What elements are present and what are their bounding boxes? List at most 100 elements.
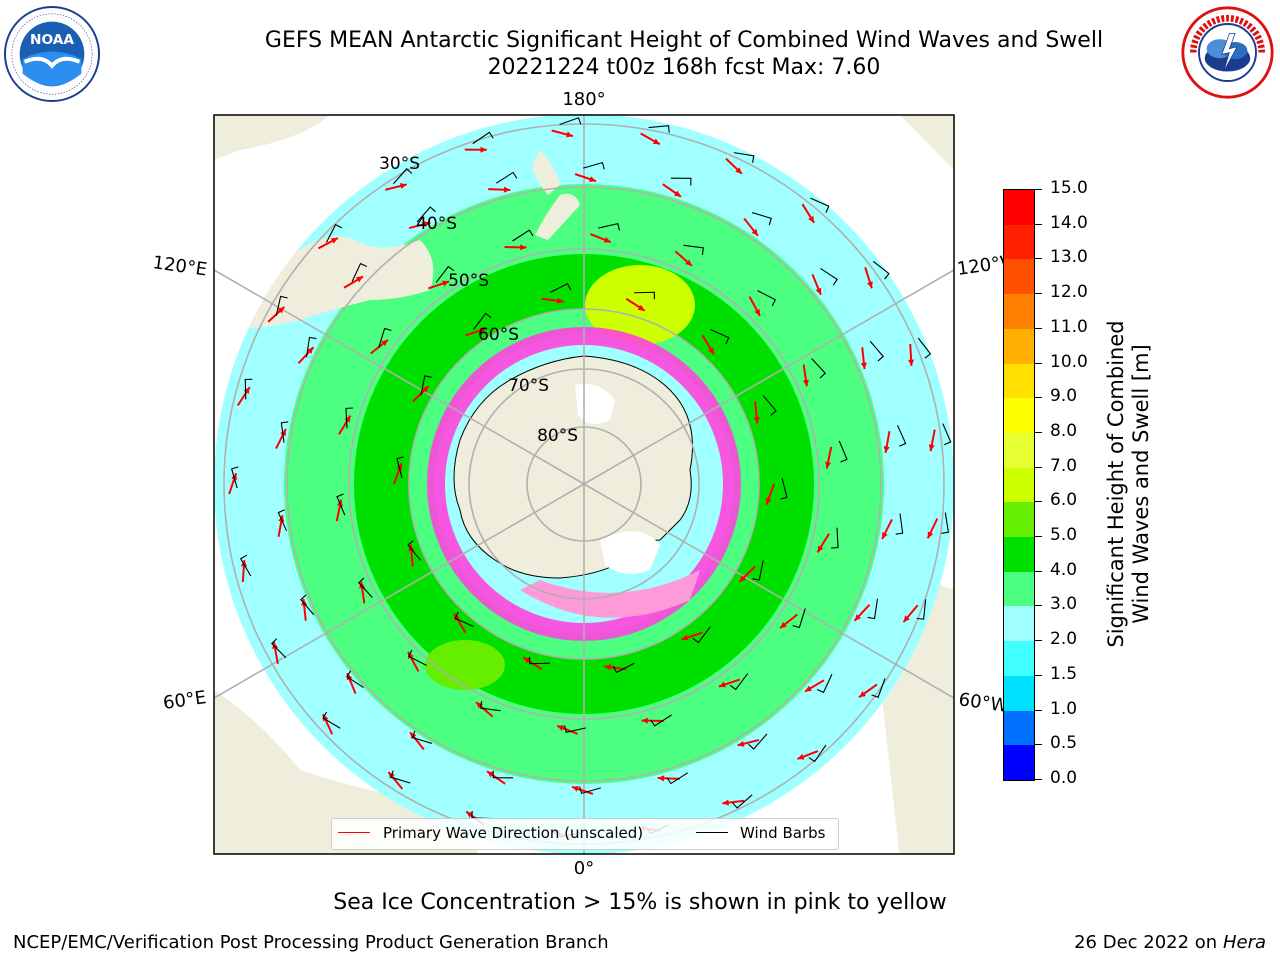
colorbar-tick <box>1034 223 1042 225</box>
noaa-logo: NOAA <box>3 5 101 103</box>
wind-barb <box>751 212 772 226</box>
wave-direction-arrowhead <box>330 237 338 244</box>
wind-barb <box>941 512 949 534</box>
colorbar-tick <box>1034 709 1042 711</box>
wave-direction-arrowhead <box>802 379 809 387</box>
wave-direction-arrowhead <box>637 304 645 311</box>
wind-barb <box>666 772 689 785</box>
wave-direction-arrowhead <box>604 664 612 671</box>
wind-barb <box>322 711 341 729</box>
wave-direction-arrowhead <box>277 306 285 314</box>
wave-direction-arrowhead <box>520 244 527 251</box>
map-legend: Primary Wave Direction (unscaled) Wind B… <box>331 818 839 850</box>
wind-barb <box>378 327 392 348</box>
colorbar-tick-label: 8.0 <box>1050 420 1078 441</box>
sea-ice-weddell <box>520 570 700 618</box>
lon-line-60w <box>583 483 954 699</box>
wave-direction-arrowhead <box>381 339 388 347</box>
legend-wave-direction-swatch <box>338 832 370 833</box>
wave-direction-arrowhead <box>753 416 760 424</box>
wave-direction-arrowhead <box>243 387 250 394</box>
colorbar-segment <box>1004 641 1034 676</box>
wave-direction-arrowhead <box>735 167 742 174</box>
wind-barb <box>808 744 827 763</box>
wind-barb <box>579 786 601 795</box>
colorbar-tick <box>1034 674 1042 676</box>
land-new-zealand <box>532 150 580 240</box>
colorbar-tick <box>1034 189 1042 190</box>
wave-direction-arrowhead <box>860 362 867 370</box>
colorbar-tick <box>1034 779 1042 780</box>
colorbar-tick-label: 11.0 <box>1050 316 1088 337</box>
lon-line-120w <box>583 269 954 485</box>
colorbar-segment <box>1004 675 1034 711</box>
wind-barb <box>392 168 413 185</box>
wave-direction-arrowhead <box>722 799 729 806</box>
wind-barb <box>830 527 839 549</box>
wind-barb <box>780 477 788 500</box>
wave-direction-arrowhead <box>765 497 772 505</box>
chart-subtitle: 20221224 t00z 168h fcst Max: 7.60 <box>487 55 881 80</box>
wind-barb <box>549 282 572 294</box>
wave-direction-arrowhead <box>603 237 611 243</box>
lon-line-120e <box>214 269 585 485</box>
wind-barb <box>598 222 620 231</box>
colorbar-segment <box>1004 467 1034 503</box>
wave-direction-arrowhead <box>657 775 665 782</box>
wind-barb <box>420 375 432 396</box>
colorbar-tick-label: 1.5 <box>1050 663 1078 684</box>
colorbar-tick <box>1034 293 1042 295</box>
wave-direction-arrowhead <box>825 461 832 469</box>
wave-direction-arrowhead <box>466 811 474 818</box>
wave-direction-arrowhead <box>480 146 487 153</box>
wind-barb <box>729 673 749 691</box>
wave-direction-arrowhead <box>928 444 935 452</box>
wind-barb <box>412 730 433 744</box>
colorbar-tick <box>1034 362 1042 364</box>
wind-barb <box>345 407 354 429</box>
wind-barb <box>300 594 315 616</box>
wave-direction-arrowhead <box>867 281 873 289</box>
graticule <box>214 115 954 854</box>
wind-barb <box>650 714 672 727</box>
wind-barb <box>512 229 534 242</box>
wind-barb <box>230 466 239 489</box>
wind-barb <box>495 171 518 184</box>
wave-direction-arrowhead <box>487 771 494 778</box>
wind-barb <box>407 540 422 561</box>
colorbar-segment <box>1004 363 1034 399</box>
colorbar-tick-label: 5.0 <box>1050 525 1078 546</box>
wave-direction-arrowhead <box>780 621 787 629</box>
wind-barb <box>820 267 838 286</box>
colorbar-segment <box>1004 606 1034 642</box>
wave-direction-arrowhead <box>652 138 660 145</box>
lon-label-180: 180° <box>562 89 605 110</box>
colorbar-segment <box>1004 502 1034 538</box>
wind-barb <box>692 626 711 644</box>
colorbar-segment <box>1004 710 1034 746</box>
wave-direction-arrowhead <box>641 717 648 724</box>
wind-barb <box>752 560 764 581</box>
colorbar-tick <box>1034 501 1042 503</box>
colorbar-tick-label: 0.0 <box>1050 768 1078 788</box>
colorbar-label-line2: Wind Waves and Swell [m] <box>1129 344 1153 624</box>
lat-label-40s: 40°S <box>416 214 457 234</box>
wave-direction-arrowhead <box>556 297 564 304</box>
wind-barb <box>305 336 317 358</box>
wind-barb <box>762 395 777 416</box>
noaa-logo-text: NOAA <box>30 32 74 48</box>
wave-direction-arrowhead <box>589 176 597 182</box>
wind-barb <box>396 456 404 479</box>
wind-barb <box>816 674 833 694</box>
wave-direction-arrowhead <box>883 446 890 453</box>
ross-ice-shelf <box>575 384 615 424</box>
wave-direction-arrowhead <box>301 598 308 606</box>
colorbar-tick <box>1034 570 1042 572</box>
wind-barb <box>325 223 343 243</box>
nws-logo <box>1181 6 1274 99</box>
lat-label-60s: 60°S <box>478 325 519 345</box>
wave-direction-arrowhead <box>674 190 681 197</box>
wind-barb <box>280 421 289 443</box>
colorbar-label-line1: Significant Height of Combined <box>1104 320 1128 648</box>
